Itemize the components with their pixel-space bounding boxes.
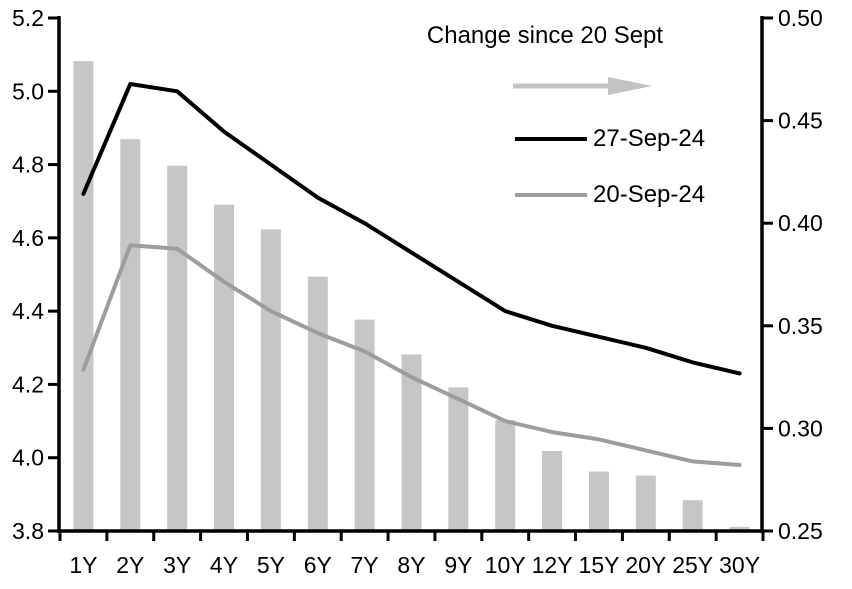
y-axis-left-tick-label: 3.8 xyxy=(12,518,44,544)
bar-6Y xyxy=(307,276,328,531)
bar-3Y xyxy=(167,165,188,531)
x-axis-category-label: 8Y xyxy=(397,552,425,578)
x-axis-category-label: 9Y xyxy=(444,552,472,578)
x-axis-category-label: 6Y xyxy=(304,552,332,578)
bar-25Y xyxy=(682,500,703,531)
y-axis-right-tick-label: 0.40 xyxy=(778,210,823,236)
bar-5Y xyxy=(260,229,281,531)
x-axis-category-label: 4Y xyxy=(210,552,238,578)
x-axis-category-label: 15Y xyxy=(579,552,620,578)
legend-line-sample xyxy=(515,137,587,141)
y-axis-left-tick-label: 4.6 xyxy=(12,225,44,251)
y-axis-left-tick-label: 4.4 xyxy=(12,298,44,324)
change-arrow-icon xyxy=(513,77,652,95)
bar-15Y xyxy=(588,471,609,531)
bar-12Y xyxy=(542,451,563,531)
y-axis-left-tick-label: 4.2 xyxy=(12,371,44,397)
arrow-head xyxy=(608,77,652,95)
y-axis-right-tick-label: 0.35 xyxy=(778,313,823,339)
x-axis-category-label: 1Y xyxy=(69,552,97,578)
legend-entry-27-sep-24: 27-Sep-24 xyxy=(515,125,706,152)
y-axis-left-tick-label: 5.0 xyxy=(12,78,44,104)
legend-entry-label: 20-Sep-24 xyxy=(593,181,706,208)
bar-9Y xyxy=(448,387,469,531)
legend-entry-label: 27-Sep-24 xyxy=(593,125,706,152)
x-axis-category-label: 10Y xyxy=(485,552,526,578)
x-axis-category-label: 30Y xyxy=(719,552,760,578)
series-line-20-Sep-24 xyxy=(81,243,742,467)
x-axis-category-label: 7Y xyxy=(351,552,379,578)
y-axis-right-tick-label: 0.30 xyxy=(778,415,823,441)
y-axis-right-tick-label: 0.45 xyxy=(778,108,823,134)
series-line-27-Sep-24 xyxy=(81,82,742,376)
x-axis-category-label: 5Y xyxy=(257,552,285,578)
y-axis-right-tick-label: 0.50 xyxy=(778,5,823,31)
x-axis-category-label: 20Y xyxy=(625,552,666,578)
x-axis-category-label: 2Y xyxy=(116,552,144,578)
bar-1Y xyxy=(73,61,94,531)
x-axis-category-label: 12Y xyxy=(532,552,573,578)
bar-8Y xyxy=(401,354,422,531)
bar-20Y xyxy=(635,475,656,531)
legend-title: Change since 20 Sept xyxy=(426,22,664,49)
y-axis-right-tick-label: 0.25 xyxy=(778,518,823,544)
y-axis-left-tick-label: 4.0 xyxy=(12,445,44,471)
x-axis-category-label: 25Y xyxy=(672,552,713,578)
bar-10Y xyxy=(495,420,516,531)
x-axis-category-label: 3Y xyxy=(163,552,191,578)
bar-30Y xyxy=(729,526,750,531)
legend-entry-20-sep-24: 20-Sep-24 xyxy=(515,181,706,208)
legend-line-sample xyxy=(515,193,587,197)
bar-7Y xyxy=(354,319,375,531)
y-axis-left-tick-label: 5.2 xyxy=(12,5,44,31)
y-axis-left-tick-label: 4.8 xyxy=(12,152,44,178)
bar-4Y xyxy=(214,204,235,531)
bar-2Y xyxy=(120,139,141,531)
